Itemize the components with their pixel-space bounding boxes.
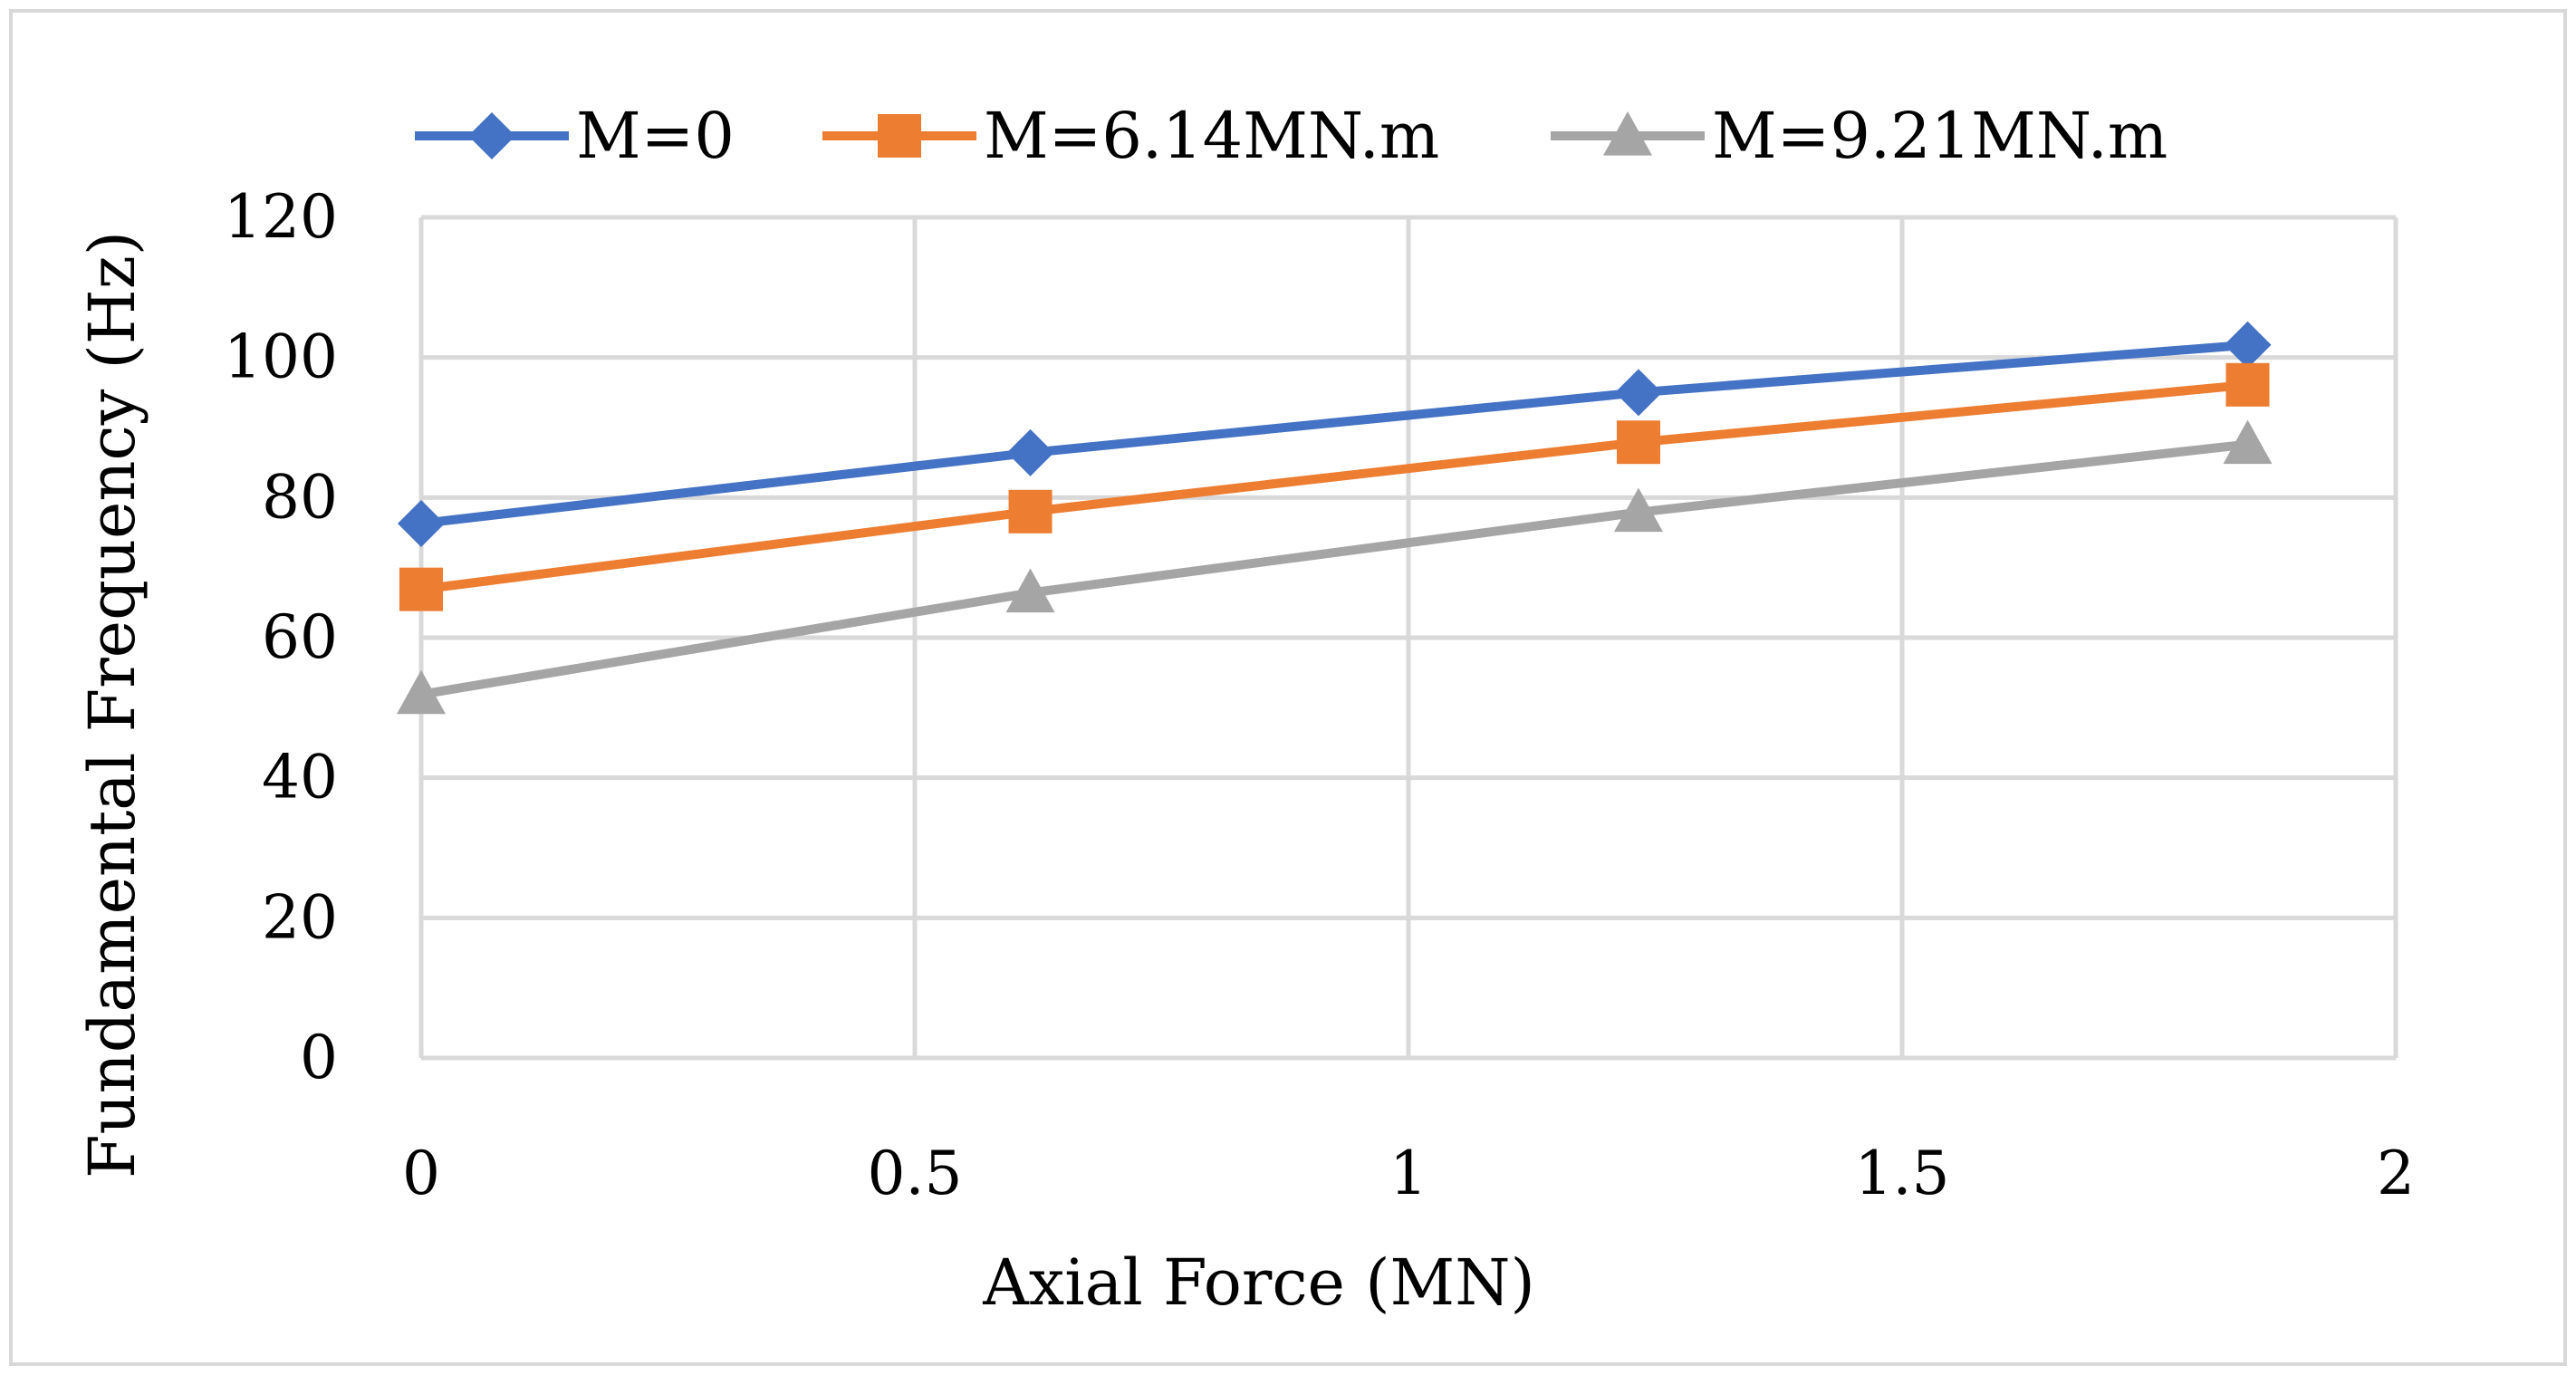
- series-3: [397, 419, 2273, 715]
- y-tick-label: 80: [262, 462, 338, 532]
- data-point: [1006, 428, 1054, 476]
- x-tick-label: 1: [1389, 1139, 1427, 1208]
- data-point: [1005, 568, 1055, 613]
- y-tick-label: 40: [262, 743, 338, 812]
- y-tick-label: 60: [262, 602, 338, 672]
- legend-marker: [878, 114, 921, 158]
- series-line: [417, 439, 2253, 699]
- legend-item: M=0: [415, 99, 735, 173]
- data-point: [1616, 420, 1660, 465]
- x-tick-label: 0.5: [868, 1139, 963, 1208]
- series-line: [417, 340, 2253, 528]
- y-tick-label: 100: [224, 322, 338, 392]
- legend-label: M=9.21MN.m: [1712, 99, 2167, 173]
- data-point: [2223, 419, 2273, 465]
- legend-marker: [468, 112, 515, 159]
- data-point: [1614, 369, 1662, 417]
- y-tick-label: 20: [262, 882, 338, 952]
- legend: M=0 M=6.14MN.m M=9.21MN.m: [415, 99, 2167, 173]
- legend-item: M=9.21MN.m: [1551, 99, 2167, 173]
- legend-label: M=6.14MN.m: [984, 99, 1439, 173]
- y-tick-label: 120: [224, 182, 338, 252]
- data-point: [2224, 321, 2272, 369]
- x-axis-title: Axial Force (MN): [982, 1245, 1535, 1320]
- series-layer: [397, 321, 2273, 715]
- data-point: [2225, 362, 2270, 407]
- data-point: [398, 499, 445, 547]
- y-axis-title: Fundamental Frequency (Hz): [75, 231, 149, 1178]
- legend-label: M=0: [576, 99, 735, 173]
- y-tick-label: 0: [300, 1023, 338, 1092]
- series-1: [398, 321, 2272, 547]
- legend-item: M=6.14MN.m: [822, 99, 1439, 173]
- x-tick-label: 2: [2377, 1139, 2415, 1208]
- x-tick-label: 0: [402, 1139, 440, 1208]
- data-point: [1008, 489, 1053, 534]
- series-2: [399, 362, 2270, 611]
- tick-labels: 0 20 40 60 80 100 120 0 0.5 1 1.5 2: [224, 182, 2415, 1208]
- data-point: [397, 669, 446, 715]
- series-line: [417, 380, 2253, 594]
- x-tick-label: 1.5: [1855, 1139, 1950, 1208]
- data-point: [399, 567, 443, 611]
- data-point: [1613, 487, 1663, 533]
- legend-marker: [1603, 111, 1652, 156]
- chart-border: [9, 9, 2567, 1366]
